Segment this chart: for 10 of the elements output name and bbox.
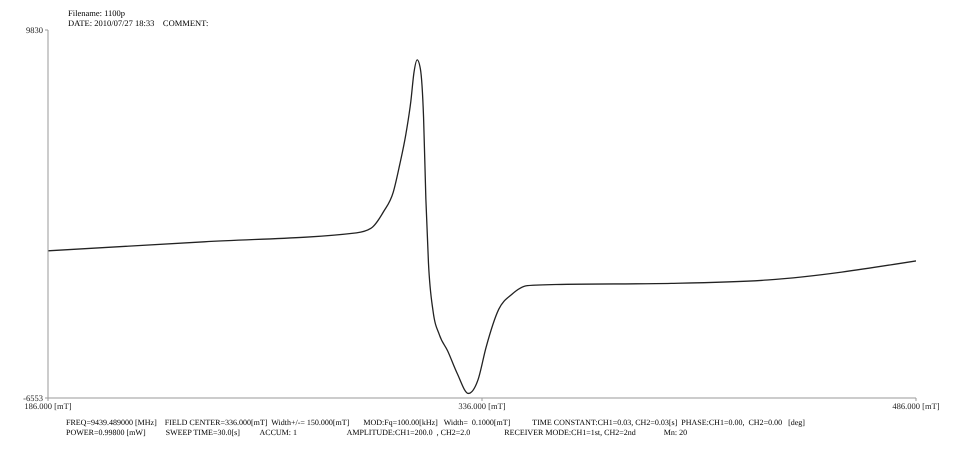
y-tick-label: 9830 — [26, 25, 43, 36]
x-tick-label: 336.000 [mT] — [458, 401, 506, 412]
line-series — [48, 59, 916, 394]
text: FREQ=9439.489000 [MHz] FIELD CENTER=336.000[mT] Width+/-= 150.000[mT] MOD:Fq=100.00[kHz] Width= 0.1000[mT] TIME CONSTANT:CH1=0.03, CH2=0.03[s] PHASE:CH1=0.00, CH2=0.00 [deg] — [66, 418, 805, 428]
text: POWER=0.99800 [mW] SWEEP TIME=30.0[s] ACCUM: 1 AMPLITUDE:CH1=200.0 , CH2=2.0 RECEIVER MODE:CH1=1st, CH2=2nd Mn: 20 — [66, 428, 688, 438]
text: Filename: 1100p — [68, 8, 126, 18]
x-tick-label: 486.000 [mT] — [892, 401, 940, 412]
text: DATE: 2010/07/27 18:33 COMMENT: — [68, 18, 208, 28]
x-tick-label: 186.000 [mT] — [24, 401, 72, 412]
y-tick-label: -6553 — [23, 393, 43, 404]
